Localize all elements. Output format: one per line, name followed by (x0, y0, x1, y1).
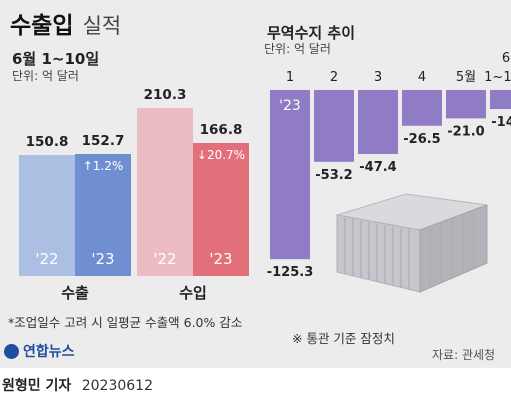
title-sub: 실적 (82, 14, 122, 38)
bar (137, 107, 193, 276)
left-unit: 단위: 억 달러 (12, 69, 79, 83)
value-label: 210.3 (143, 86, 187, 103)
month-label: 1 (286, 70, 294, 85)
month-label: 2 (330, 70, 338, 85)
month-label: 1~10일 (484, 70, 511, 85)
logo-text: 연합뉴스 (23, 344, 75, 360)
byline: 원형민 기자 20230612 (2, 375, 153, 395)
byline-author: 원형민 기자 (2, 378, 72, 394)
month-label: 6월 (502, 51, 511, 66)
category-label: 수출 (61, 284, 89, 302)
balance-title: 무역수지 추이 (267, 24, 356, 42)
balance-value-label: -26.5 (403, 132, 440, 147)
balance-bar (314, 90, 354, 162)
balance-value-label: -14.1 (491, 115, 511, 130)
left-period: 6월 1~10일 (12, 50, 100, 68)
shipping-container-illustration (336, 193, 488, 293)
balance-bar (270, 90, 310, 260)
value-label: 152.7 (81, 132, 125, 149)
category-label: 수입 (179, 284, 207, 302)
balance-bar (446, 90, 486, 119)
bar-year-label: '23 (91, 250, 115, 268)
balance-bar (358, 90, 398, 154)
balance-year-label: '23 (279, 98, 301, 114)
logo-mark-icon (4, 343, 19, 359)
balance-value-label: -53.2 (315, 168, 352, 183)
balance-bar (402, 90, 442, 126)
month-label: 3 (374, 70, 382, 85)
title-main: 수출입 (10, 13, 74, 39)
change-label: ↓20.7% (196, 147, 246, 162)
balance-value-label: -125.3 (267, 265, 314, 280)
month-label: 4 (418, 70, 426, 85)
left-footnote: *조업일수 고려 시 일평균 수출액 6.0% 감소 (8, 315, 243, 330)
yonhap-logo: 연합뉴스 (4, 341, 75, 361)
bar (75, 153, 131, 276)
value-label: 150.8 (25, 134, 69, 151)
bar-year-label: '23 (209, 250, 233, 268)
bar (19, 155, 75, 276)
balance-value-label: -21.0 (447, 124, 484, 139)
change-label: ↑1.2% (82, 158, 124, 173)
balance-source: 자료: 관세청 (432, 348, 496, 362)
bar-year-label: '22 (153, 250, 177, 268)
balance-value-label: -47.4 (359, 160, 396, 175)
trade-balance-chart: 1 -125.3 '23 2 -53.2 3 -47.4 4 -26.5 5월 -21.0 6월 1~1… (267, 51, 511, 280)
balance-footnote: ※ 통관 기준 잠정치 (292, 331, 395, 346)
byline-date: 20230612 (81, 378, 153, 394)
bar (193, 142, 249, 276)
bar-year-label: '22 (35, 250, 59, 268)
month-label: 5월 (456, 70, 476, 85)
balance-unit: 단위: 억 달러 (264, 42, 331, 56)
balance-bar (490, 90, 511, 110)
value-label: 166.8 (199, 121, 243, 138)
page-title: 수출입 실적 (10, 6, 121, 40)
